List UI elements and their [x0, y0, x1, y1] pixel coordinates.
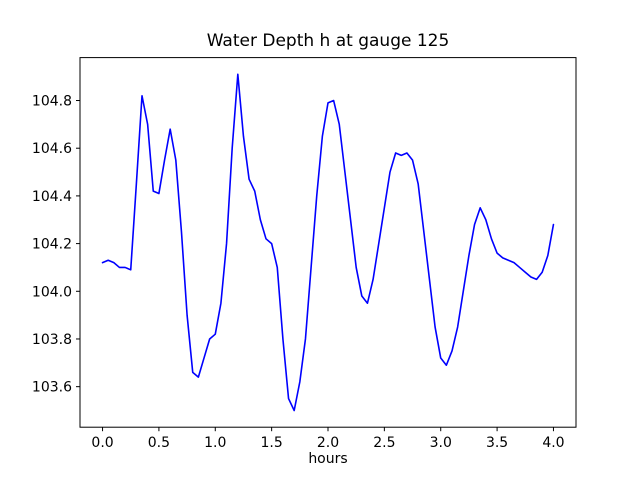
- y-tick-label: 104.0: [32, 284, 72, 300]
- x-tick-label: 2.5: [373, 435, 395, 451]
- x-tick-label: 1.0: [204, 435, 226, 451]
- x-tick-label: 1.5: [261, 435, 283, 451]
- x-tick-label: 0.0: [91, 435, 113, 451]
- y-tick-label: 104.8: [32, 94, 72, 110]
- x-tick-label: 4.0: [542, 435, 564, 451]
- depth-line: [101, 73, 555, 412]
- x-tick-label: 2.0: [317, 435, 339, 451]
- y-tick-label: 104.4: [32, 189, 72, 205]
- y-tick-label: 104.6: [32, 141, 72, 157]
- x-tick-label: 0.5: [148, 435, 170, 451]
- x-tick-label: 3.0: [430, 435, 452, 451]
- chart-title: Water Depth h at gauge 125: [206, 31, 450, 51]
- x-axis-label: hours: [308, 451, 348, 467]
- line-series: [101, 73, 555, 412]
- x-tick-label: 3.5: [486, 435, 508, 451]
- y-tick-label: 103.6: [32, 380, 72, 396]
- axes-frame: [79, 57, 577, 428]
- y-tick-label: 104.2: [32, 237, 72, 253]
- axis-tick-labels: 0.0 0.5 1.0 1.5 2.0 2.5 3.0 3.5 4.0 103.6 103.8 104…: [32, 94, 565, 452]
- axis-ticks: [76, 100, 554, 432]
- y-tick-label: 103.8: [32, 332, 72, 348]
